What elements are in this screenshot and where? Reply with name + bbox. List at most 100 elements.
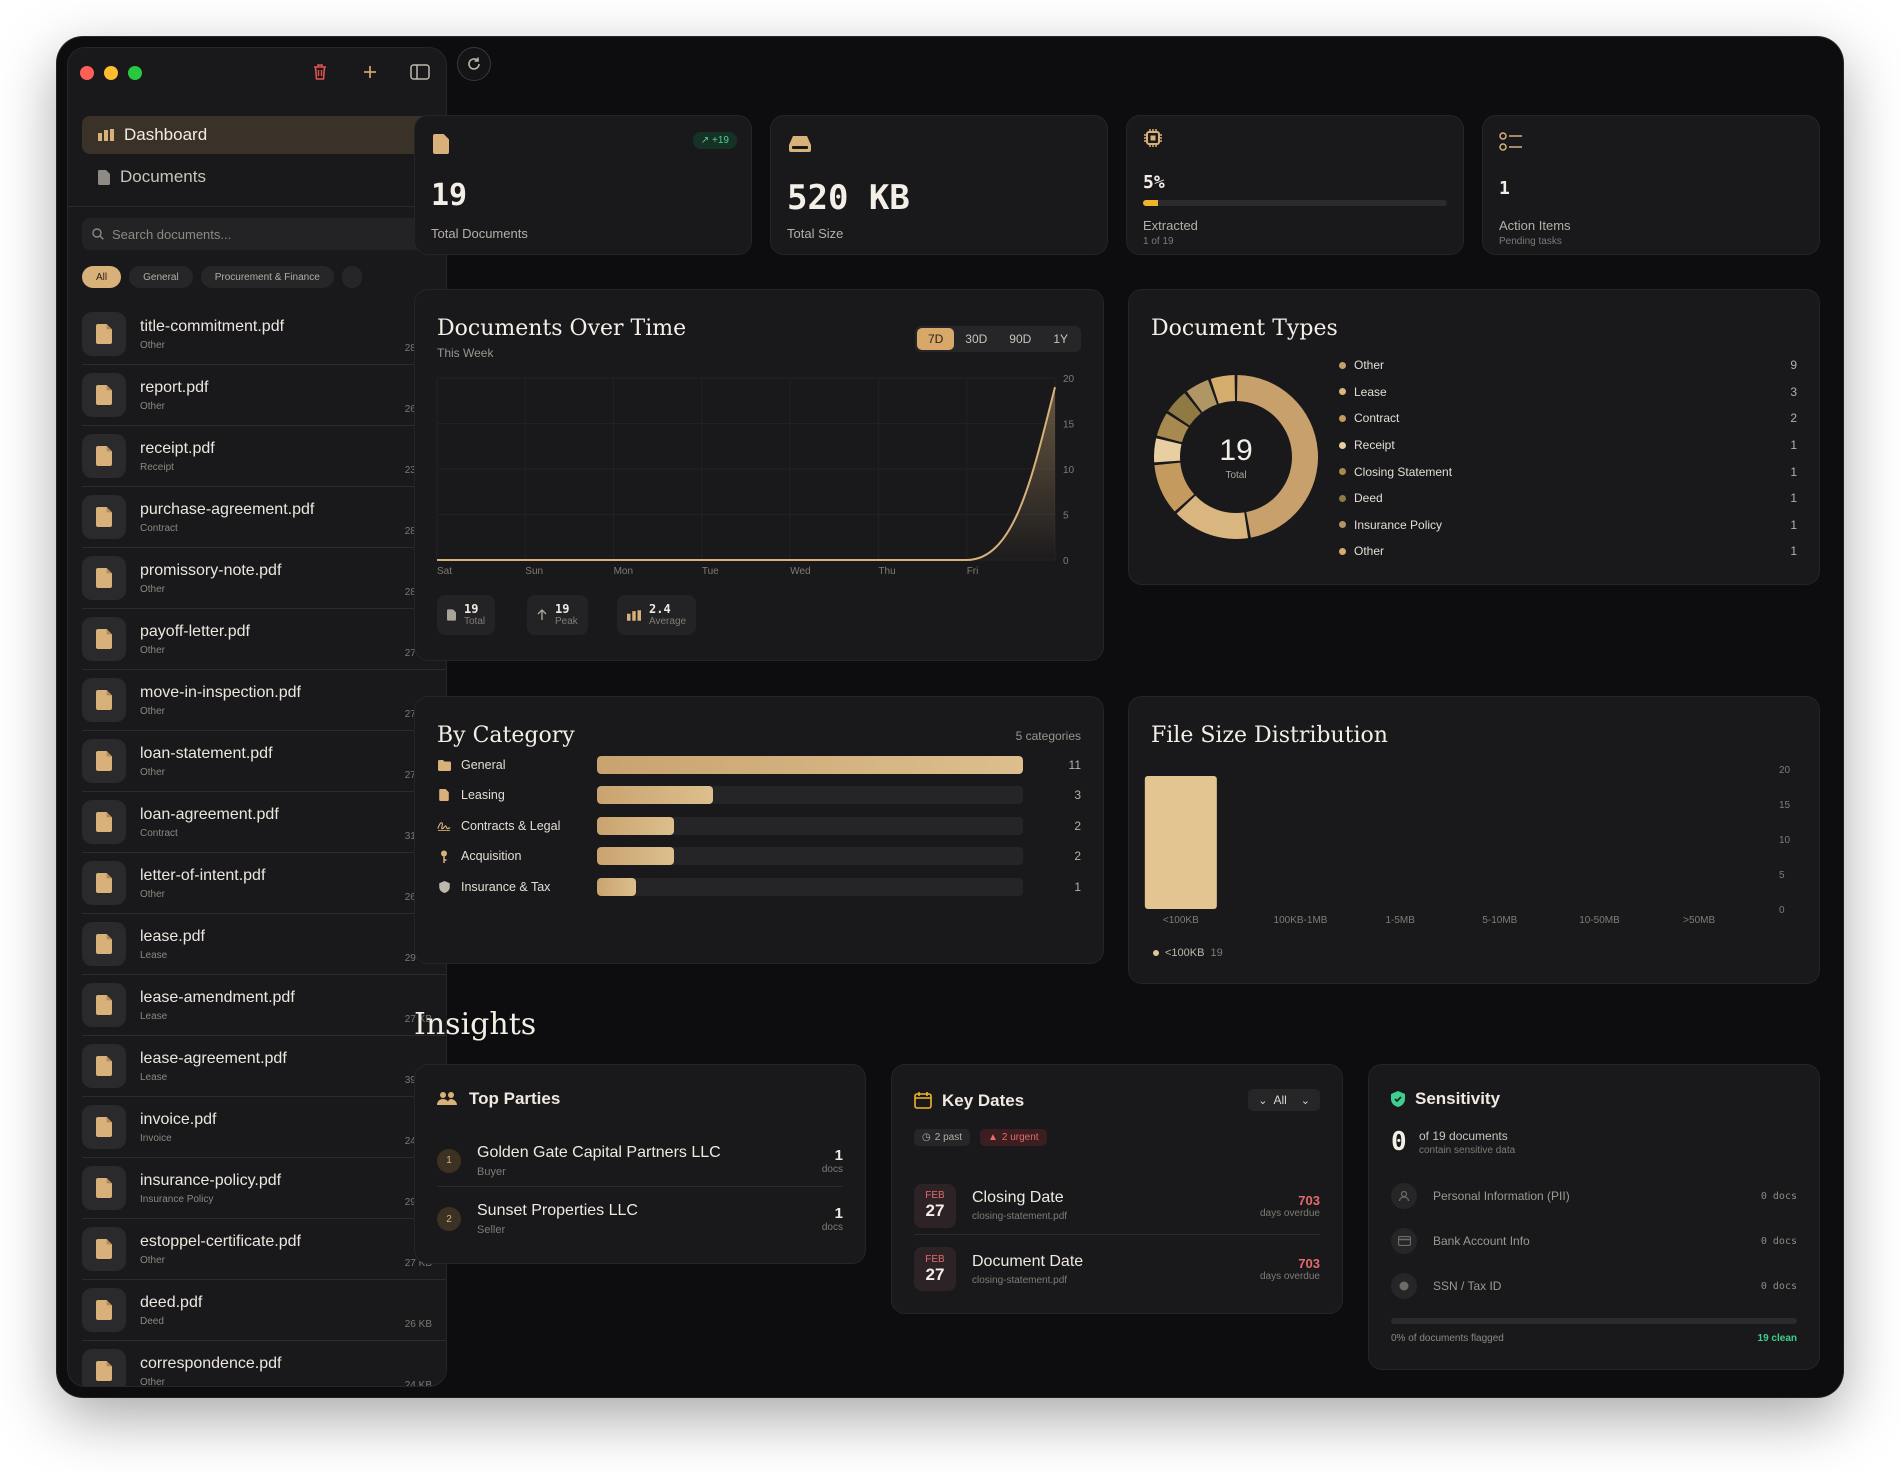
legend-dot — [1339, 494, 1346, 502]
legend-item[interactable]: Insurance Policy 1 — [1339, 512, 1797, 539]
legend-item[interactable]: Contract 2 — [1339, 405, 1797, 432]
file-list-item[interactable]: lease-amendment.pdf Lease 27 KB — [82, 975, 446, 1036]
date-box: FEB 27 — [914, 1183, 956, 1228]
legend-item[interactable]: Closing Statement 1 — [1339, 458, 1797, 485]
tab-90d[interactable]: 90D — [1009, 332, 1032, 346]
file-name: correspondence.pdf — [140, 1354, 282, 1372]
file-category: Contract — [140, 827, 178, 839]
nav-item-dashboard[interactable]: Dashboard — [82, 116, 432, 154]
category-row[interactable]: Insurance & Tax 1 — [437, 875, 1081, 899]
key-dates-filter-select[interactable]: ⌄ All ⌄ — [1248, 1089, 1320, 1111]
past-badge: ◷ 2 past — [914, 1129, 970, 1146]
x-tick-label: <100KB — [1163, 915, 1199, 926]
trash-icon[interactable] — [308, 60, 332, 84]
chip-more[interactable] — [341, 266, 362, 288]
x-tick-label: Tue — [702, 566, 719, 577]
category-row[interactable]: Acquisition 2 — [437, 844, 1081, 868]
file-list-item[interactable]: deed.pdf Deed 26 KB — [82, 1280, 446, 1341]
legend-label: Receipt — [1354, 438, 1395, 453]
legend-item[interactable]: Receipt 1 — [1339, 432, 1797, 459]
donut-slice[interactable] — [1154, 438, 1182, 463]
document-types-legend: Other 9 Lease 3 Contract 2 Receipt 1 Closing Sta… — [1339, 352, 1797, 565]
growth-badge: ↗ +19 — [692, 132, 737, 149]
chip-procurement-finance[interactable]: Procurement & Finance — [200, 266, 334, 288]
tab-7d[interactable]: 7D — [916, 328, 955, 350]
by-category-card: By Category 5 categories General 11 Leasin… — [414, 696, 1104, 964]
zoom-window-button[interactable] — [128, 66, 142, 80]
donut-slice[interactable] — [1236, 375, 1318, 538]
stat-value: 520 KB — [787, 178, 910, 218]
urgent-badge: ▲ 2 urgent — [979, 1129, 1047, 1146]
stat-value: 1 — [1499, 178, 1510, 199]
donut-slice[interactable] — [1186, 379, 1217, 413]
file-list-item[interactable]: estoppel-certificate.pdf Other 27 KB — [82, 1219, 446, 1280]
tab-1y[interactable]: 1Y — [1053, 332, 1068, 346]
donut-slice[interactable] — [1176, 495, 1249, 539]
file-size: 27 KB — [404, 1014, 432, 1025]
party-row[interactable]: 2 Sunset Properties LLC Seller 1 docs — [437, 1193, 843, 1245]
file-icon — [82, 1288, 126, 1332]
legend-label: Closing Statement — [1354, 464, 1453, 479]
category-row[interactable]: General 11 — [437, 753, 1081, 777]
filter-chips: All General Procurement & Finance — [82, 266, 446, 288]
legend-count: 1 — [1790, 464, 1797, 479]
file-icon — [82, 617, 126, 661]
mini-stat-total: 19 Total — [437, 595, 496, 635]
date-row[interactable]: FEB 27 Document Date closing-statement.pdf… — [914, 1240, 1320, 1298]
file-list-item[interactable]: correspondence.pdf Other 24 KB — [82, 1341, 446, 1386]
donut-slice[interactable] — [1156, 413, 1189, 443]
file-category: Lease — [140, 949, 168, 961]
tab-30d[interactable]: 30D — [965, 332, 988, 346]
close-window-button[interactable] — [80, 66, 94, 80]
party-role: Seller — [477, 1224, 506, 1236]
refresh-button[interactable] — [457, 47, 491, 81]
days-overdue-label: days overdue — [1259, 1271, 1320, 1282]
donut-slice[interactable] — [1154, 462, 1195, 512]
checklist-icon — [1499, 132, 1522, 151]
date-row[interactable]: FEB 27 Closing Date closing-statement.pdf … — [914, 1177, 1320, 1235]
plus-icon[interactable] — [358, 60, 382, 84]
person-icon — [1391, 1183, 1417, 1209]
chip-all[interactable]: All — [82, 266, 122, 288]
legend-item[interactable]: Lease 3 — [1339, 379, 1797, 406]
stat-card-extracted: 5% Extracted 1 of 19 — [1126, 115, 1464, 255]
category-row[interactable]: Contracts & Legal 2 — [437, 814, 1081, 838]
legend-dot — [1153, 950, 1159, 956]
legend-item[interactable]: Other 9 — [1339, 352, 1797, 379]
file-icon — [82, 312, 126, 356]
file-category: Lease — [140, 1010, 168, 1022]
minimize-window-button[interactable] — [104, 66, 118, 80]
sensitivity-card: Sensitivity 0 of 19 documents contain se… — [1368, 1064, 1820, 1370]
nav-item-documents[interactable]: Documents — [82, 158, 432, 196]
donut-slice[interactable] — [1168, 393, 1201, 426]
chip-general[interactable]: General — [129, 266, 193, 288]
file-icon — [82, 922, 126, 966]
sidebar-toggle-icon[interactable] — [408, 60, 432, 84]
donut-slice[interactable] — [1210, 375, 1236, 404]
size-bar[interactable] — [1144, 776, 1217, 909]
legend-label: Insurance Policy — [1354, 517, 1443, 532]
x-tick-label: Sat — [437, 566, 452, 577]
search-input[interactable]: Search documents... — [82, 218, 432, 250]
party-row[interactable]: 1 Golden Gate Capital Partners LLC Buyer … — [437, 1135, 843, 1187]
category-label: Contracts & Legal — [461, 818, 561, 833]
category-row[interactable]: Leasing 3 — [437, 783, 1081, 807]
category-count: 5 categories — [1015, 729, 1081, 743]
legend-item[interactable]: Deed 1 — [1339, 485, 1797, 512]
legend-item[interactable]: Other 1 — [1339, 538, 1797, 565]
search-placeholder: Search documents... — [112, 226, 232, 242]
